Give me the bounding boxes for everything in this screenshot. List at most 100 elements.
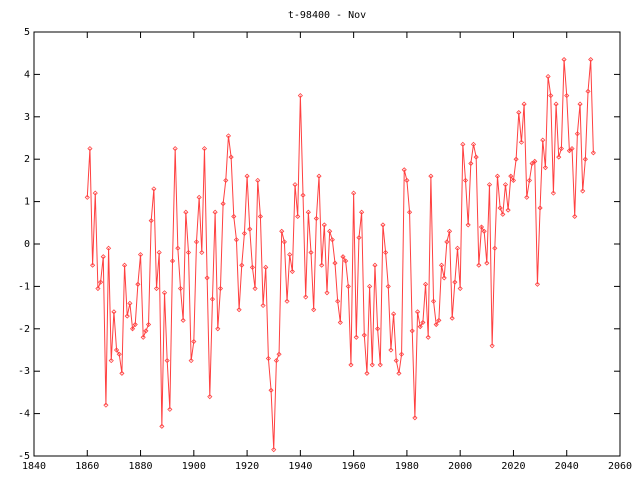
data-point	[454, 245, 461, 251]
x-tick-label: 1840	[22, 461, 46, 472]
y-tick-label: 1	[24, 197, 30, 208]
data-point	[249, 264, 255, 270]
data-point	[361, 332, 367, 338]
data-point	[188, 358, 194, 364]
data-point	[311, 307, 317, 313]
x-tick-label: 2060	[608, 461, 632, 472]
data-point	[220, 201, 226, 207]
data-point	[590, 150, 596, 156]
data-point	[153, 285, 160, 292]
data-point	[577, 101, 583, 107]
data-point	[540, 137, 546, 143]
data-point	[452, 279, 458, 285]
data-point	[108, 358, 114, 364]
y-tick-label: -4	[18, 409, 30, 420]
data-point	[313, 215, 319, 222]
data-point	[414, 309, 421, 315]
data-point	[359, 209, 365, 215]
data-point	[572, 213, 578, 220]
data-point	[353, 334, 359, 340]
data-point	[412, 415, 418, 421]
data-point	[553, 101, 559, 107]
data-point	[106, 245, 112, 251]
y-tick-label: 3	[24, 112, 30, 123]
data-point	[268, 387, 274, 393]
data-point	[585, 88, 591, 94]
data-point	[87, 146, 93, 152]
data-point	[489, 343, 495, 349]
data-point	[273, 358, 279, 364]
data-point	[404, 177, 410, 183]
x-tick-label: 1940	[288, 461, 312, 472]
data-point	[127, 300, 133, 306]
data-point	[556, 154, 562, 160]
data-point	[95, 285, 101, 292]
data-point	[159, 423, 165, 429]
data-point	[223, 177, 229, 183]
data-point	[492, 245, 498, 251]
data-point	[137, 252, 144, 258]
data-point	[175, 245, 181, 251]
y-tick-label: -1	[18, 281, 30, 292]
data-point	[233, 237, 240, 243]
data-point	[367, 283, 373, 289]
data-point	[481, 228, 487, 234]
data-point	[502, 182, 509, 188]
data-point	[265, 355, 271, 362]
data-point	[98, 279, 104, 285]
data-point	[231, 213, 237, 220]
data-point	[297, 93, 303, 99]
x-tick-label: 1960	[342, 461, 366, 472]
y-tick-label: 0	[24, 239, 30, 250]
data-point	[132, 321, 138, 328]
y-tick-label: 4	[24, 69, 30, 80]
data-point	[332, 260, 338, 266]
data-point	[407, 209, 413, 215]
data-point	[537, 205, 543, 211]
data-point	[505, 207, 511, 213]
x-tick-label: 1880	[128, 461, 152, 472]
data-point	[191, 338, 197, 345]
data-point	[521, 101, 527, 107]
data-point	[167, 406, 173, 412]
data-point	[129, 326, 136, 332]
data-point	[239, 262, 245, 268]
x-tick-label: 1980	[395, 461, 419, 472]
data-point	[343, 258, 349, 264]
data-point	[497, 205, 503, 211]
data-point	[545, 73, 551, 80]
data-point	[276, 351, 282, 357]
data-point	[526, 177, 533, 183]
data-point	[217, 285, 224, 292]
data-point	[345, 283, 351, 289]
data-point	[327, 228, 333, 234]
data-point	[100, 254, 106, 260]
data-point	[401, 167, 407, 173]
data-point	[486, 182, 493, 188]
data-point	[135, 281, 141, 287]
data-point	[263, 264, 269, 270]
data-point	[433, 321, 439, 328]
data-point	[449, 315, 455, 321]
data-point	[140, 334, 146, 340]
data-point	[399, 351, 405, 357]
data-point	[201, 146, 208, 152]
data-point	[337, 319, 343, 326]
data-point	[90, 262, 96, 268]
data-point	[183, 209, 189, 215]
data-point	[289, 268, 295, 275]
data-point	[396, 370, 402, 376]
data-point	[172, 146, 178, 152]
data-point	[236, 307, 242, 313]
data-point	[257, 213, 263, 220]
data-point	[151, 186, 157, 192]
data-point	[225, 133, 232, 139]
data-point	[393, 358, 399, 364]
data-point	[580, 188, 586, 194]
data-point	[550, 190, 556, 196]
data-point	[124, 313, 130, 319]
x-tick-label: 1860	[75, 461, 99, 472]
data-point	[446, 228, 453, 234]
data-point	[409, 328, 415, 334]
data-point	[500, 211, 506, 217]
